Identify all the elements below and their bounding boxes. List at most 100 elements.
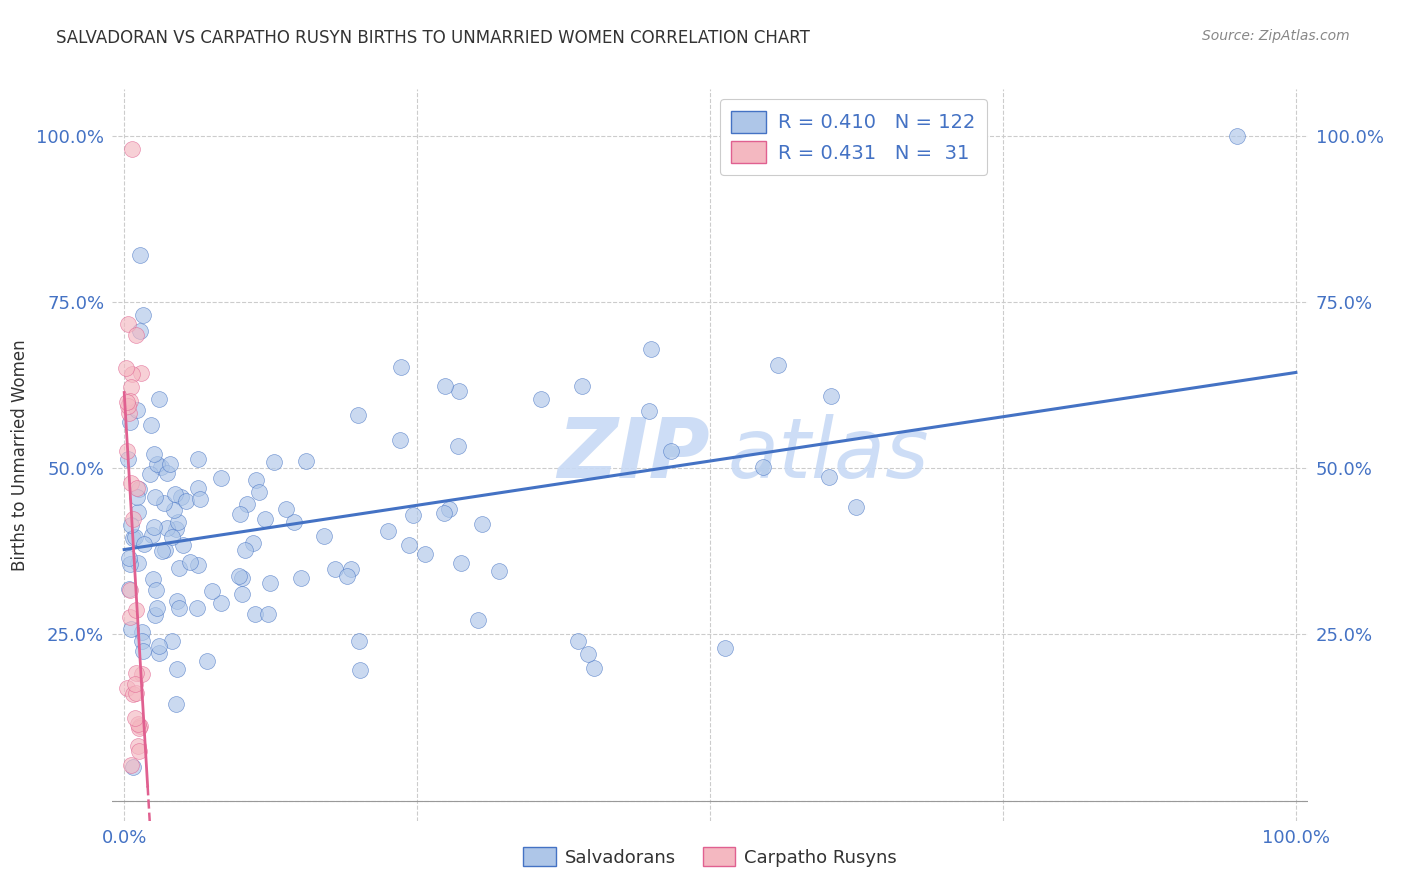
Point [153, 543, 176, 558]
Point [127, 402, 149, 417]
Point [124, 328, 146, 343]
Text: Source: ZipAtlas.com: Source: ZipAtlas.com [1202, 29, 1350, 43]
Point [145, 600, 167, 615]
Point [1226, 128, 1249, 143]
Point [143, 607, 166, 622]
Point [530, 392, 553, 406]
Point [339, 562, 361, 576]
Point [163, 503, 186, 517]
Point [336, 568, 359, 582]
Point [187, 451, 209, 466]
Point [402, 508, 425, 522]
Point [120, 558, 142, 572]
Point [659, 443, 682, 458]
Point [714, 640, 737, 655]
Point [167, 601, 190, 615]
Point [129, 324, 152, 338]
Point [128, 721, 150, 735]
Point [125, 603, 148, 617]
Point [437, 501, 460, 516]
Point [127, 739, 149, 753]
Point [295, 454, 318, 468]
Point [179, 555, 201, 569]
Point [188, 492, 211, 507]
Point [349, 663, 371, 677]
Point [638, 404, 661, 418]
Point [235, 543, 257, 558]
Point [174, 494, 197, 508]
Point [640, 342, 662, 356]
Point [141, 527, 163, 541]
Point [163, 487, 186, 501]
Point [146, 458, 169, 472]
Point [467, 613, 489, 627]
Point [118, 550, 141, 565]
Point [148, 646, 170, 660]
Point [389, 433, 412, 447]
Point [231, 587, 253, 601]
Point [117, 400, 139, 414]
Point [582, 661, 605, 675]
Point [117, 317, 139, 331]
Point [142, 572, 165, 586]
Point [820, 389, 842, 403]
Point [143, 447, 166, 461]
Point [243, 607, 266, 622]
Point [165, 522, 187, 536]
Point [143, 491, 166, 505]
Point [346, 409, 368, 423]
Point [247, 485, 270, 500]
Point [132, 644, 155, 658]
Point [377, 524, 399, 539]
Point [132, 308, 155, 322]
Point [127, 505, 149, 519]
Point [166, 594, 188, 608]
Point [156, 467, 179, 481]
Point [128, 744, 150, 758]
Point [165, 697, 187, 711]
Point [209, 596, 232, 610]
Point [120, 758, 142, 772]
Point [447, 440, 470, 454]
Point [122, 512, 145, 526]
Point [120, 517, 142, 532]
Point [398, 538, 420, 552]
Point [156, 520, 179, 534]
Point [347, 634, 370, 648]
Point [323, 562, 346, 576]
Text: SALVADORAN VS CARPATHO RUSYN BIRTHS TO UNMARRIED WOMEN CORRELATION CHART: SALVADORAN VS CARPATHO RUSYN BIRTHS TO U… [56, 29, 810, 46]
Point [159, 457, 181, 471]
Point [245, 473, 267, 487]
Point [118, 406, 141, 420]
Point [449, 384, 471, 399]
Point [124, 686, 146, 700]
Point [413, 547, 436, 561]
Point [127, 716, 149, 731]
Point [166, 515, 188, 529]
Point [450, 556, 472, 570]
Point [259, 575, 281, 590]
Point [148, 392, 170, 407]
Point [229, 507, 252, 521]
Point [290, 571, 312, 585]
Point [766, 358, 789, 372]
Point [120, 622, 142, 636]
Point [567, 634, 589, 648]
Point [187, 481, 209, 495]
Point [115, 361, 138, 376]
Point [197, 654, 219, 668]
Point [139, 418, 162, 433]
Point [120, 393, 142, 408]
Point [131, 625, 153, 640]
Point [120, 380, 142, 394]
Point [121, 142, 143, 156]
Point [433, 379, 456, 393]
Point [125, 665, 148, 680]
Point [471, 517, 494, 532]
Point [166, 661, 188, 675]
Legend: Salvadorans, Carpatho Rusyns: Salvadorans, Carpatho Rusyns [516, 840, 904, 874]
Point [145, 583, 167, 598]
Text: atlas: atlas [728, 415, 929, 495]
Point [124, 530, 146, 544]
Point [128, 248, 150, 262]
